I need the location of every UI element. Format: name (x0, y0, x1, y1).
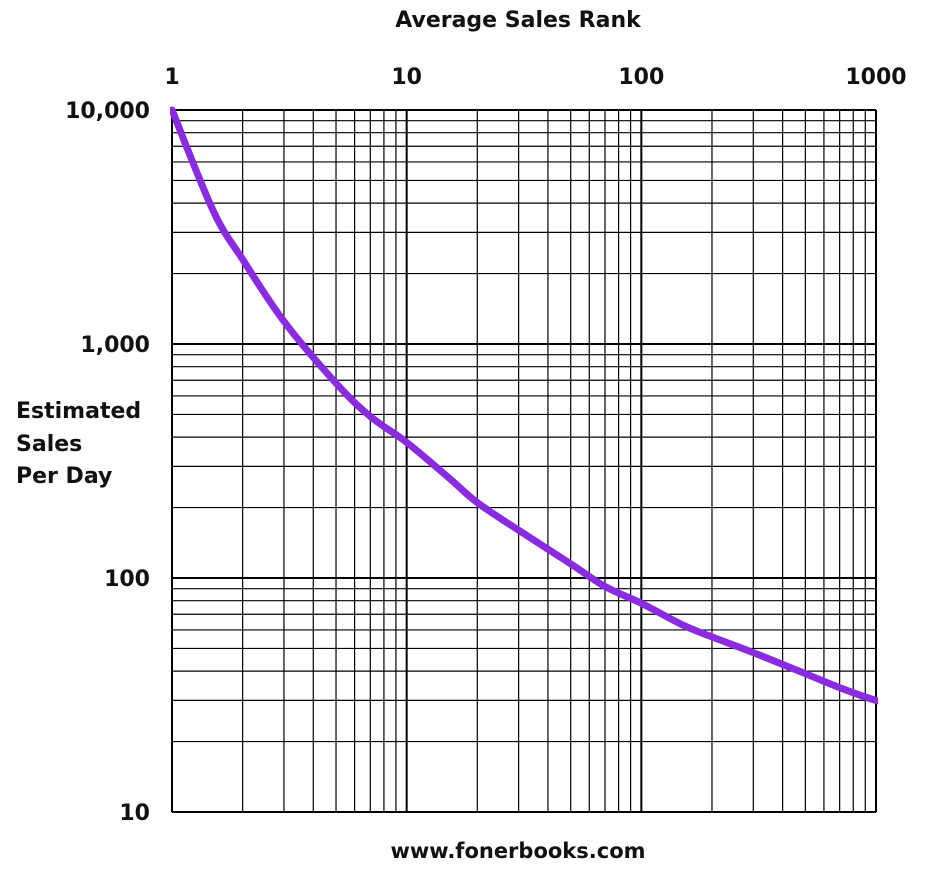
x-tick-label: 1000 (845, 65, 906, 90)
x-tick-label: 100 (618, 65, 664, 90)
chart-title: Average Sales Rank (395, 8, 642, 33)
x-tick-label: 1 (164, 65, 179, 90)
y-tick-label: 10 (119, 801, 150, 826)
y-axis-label-line-2: Sales (16, 432, 82, 457)
tick-labels: 1 10 100 1000 10 100 1,000 10,000 (65, 65, 907, 826)
y-tick-label: 10,000 (65, 99, 150, 124)
footer-url: www.fonerbooks.com (390, 839, 645, 863)
x-tick-label: 10 (391, 65, 422, 90)
sales-curve (170, 106, 878, 705)
chart-grid (171, 109, 877, 813)
series-layer (170, 106, 878, 705)
y-tick-label: 100 (104, 567, 150, 592)
y-axis-label-line-1: Estimated (16, 399, 141, 424)
y-axis-label-line-3: Per Day (16, 464, 112, 489)
y-tick-label: 1,000 (80, 333, 150, 358)
